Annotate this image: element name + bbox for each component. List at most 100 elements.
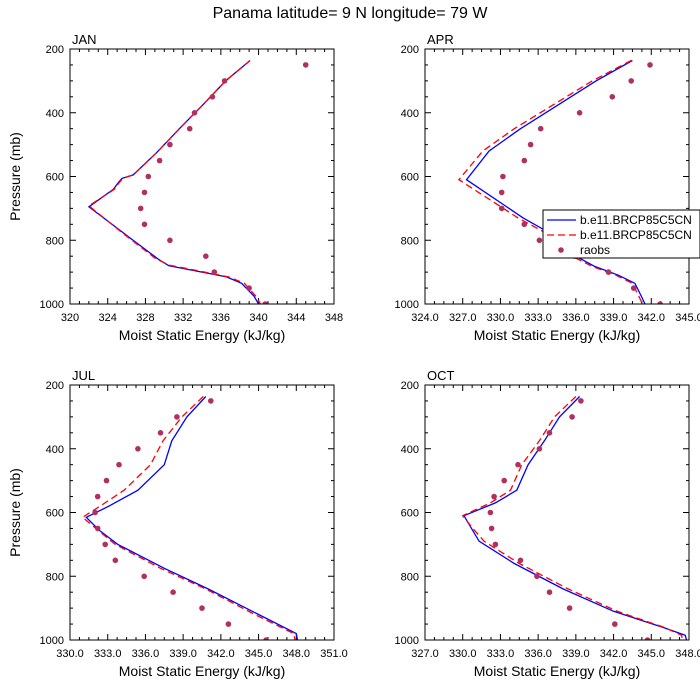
raob-point [211,269,218,275]
y-tick-label: 600 [401,508,419,520]
x-tick-label: 328 [136,312,154,324]
x-axis-label: Moist Static Energy (kJ/kg) [474,663,641,679]
plot-frame [69,48,335,305]
blue-line [463,396,688,640]
plot-frame [424,384,690,641]
y-tick-label: 200 [46,380,64,392]
chart-panel: OCT 327.0 330.0 333.0 336.0 339.0 342.0 345.0 34… [395,368,700,679]
raob-point [546,430,553,436]
red-dashed-line [457,59,644,304]
blue-line [87,60,260,304]
raob-point [209,94,216,100]
x-tick-label: 340 [249,312,267,324]
raob-point [498,205,505,212]
legend-label: b.e11.BRCP85C5CN [580,228,692,242]
raob-point [221,78,228,84]
y-tick-label: 600 [46,172,64,184]
raob-point [500,173,506,180]
plot-area [457,59,663,304]
raob-point [609,94,616,100]
raob-point [546,589,553,595]
raob-point [167,141,173,148]
raob-point [199,605,205,611]
raob-point [576,110,583,116]
x-tick-label: 348 [325,312,343,324]
x-axis-label: Moist Static Energy (kJ/kg) [119,663,286,679]
y-axis-label: Pressure (mb) [7,132,23,221]
raob-point [262,301,268,304]
raob-point [191,110,198,116]
x-tick-label: 342.0 [207,648,235,660]
legend-label: raobs [580,243,610,257]
y-tick-label: 1000 [40,299,64,311]
y-tick-label: 800 [46,235,64,247]
chart-panel: APR 324.0 327.0 330.0 333.0 336.0 339.0 342.0 34… [395,32,700,343]
red-dashed-line [81,396,296,640]
x-tick-label: 336.0 [524,648,552,660]
raob-point [208,398,214,404]
raob-point [263,637,269,640]
x-tick-label: 345.0 [638,648,666,660]
raob-point [630,285,637,291]
raob-point [566,605,573,611]
plot-frame [69,384,335,641]
raob-point [302,62,309,68]
raob-point [246,285,252,291]
plot-area [81,396,299,640]
y-tick-label: 1000 [40,635,64,647]
x-tick-label: 345.0 [675,312,700,324]
raob-point [135,446,141,452]
y-tick-label: 200 [401,380,419,392]
raob-point [644,637,651,640]
y-tick-label: 800 [401,571,419,583]
raob-point [156,157,163,164]
y-axis-label: Pressure (mb) [7,468,23,557]
panel-title: OCT [427,368,455,383]
x-tick-label: 324 [99,312,117,324]
x-tick-label: 351.0 [320,648,348,660]
y-tick-label: 200 [401,44,419,56]
y-tick-label: 800 [401,235,419,247]
raob-point [116,461,122,468]
raob-point [141,221,148,228]
raob-point [94,525,101,532]
y-tick-label: 200 [46,44,64,56]
x-tick-label: 339.0 [169,648,197,660]
raob-point [488,525,495,532]
x-tick-label: 339.0 [600,312,628,324]
raob-point [141,189,148,196]
x-tick-label: 327.0 [411,648,439,660]
x-tick-label: 344 [287,312,305,324]
raob-point [186,125,193,132]
x-tick-label: 324.0 [411,312,439,324]
raob-point [225,621,232,627]
raob-point [517,557,524,564]
raob-point [657,301,663,304]
x-tick-label: 348.0 [283,648,311,660]
raob-point [521,157,528,164]
raob-point [612,621,618,627]
raob-point [605,269,612,275]
raob-point [103,477,110,484]
x-tick-label: 336.0 [132,648,160,660]
x-axis-label: Moist Static Energy (kJ/kg) [474,327,641,343]
legend-label: b.e11.BRCP85C5CN [580,213,692,227]
panel-title: JAN [72,32,97,47]
x-tick-label: 345.0 [245,648,273,660]
raob-point [203,253,209,259]
raob-point [170,589,176,595]
y-tick-label: 800 [46,571,64,583]
y-tick-label: 1000 [395,635,419,647]
raob-point [157,430,164,436]
x-tick-label: 342.0 [600,648,628,660]
raob-point [167,237,173,244]
raob-point [569,414,575,420]
raob-point [112,557,119,564]
raob-point [515,461,521,468]
raob-point [536,237,543,244]
x-axis-label: Moist Static Energy (kJ/kg) [119,327,286,343]
raob-point [487,509,494,516]
x-tick-label: 332 [174,312,192,324]
